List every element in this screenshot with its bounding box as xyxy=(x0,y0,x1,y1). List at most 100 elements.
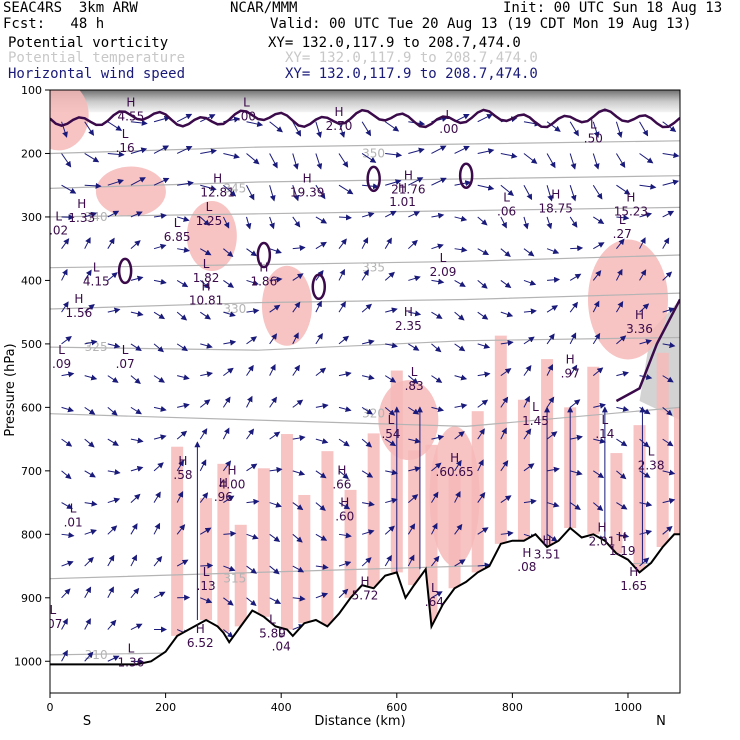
wind-arrow xyxy=(130,437,144,444)
pv-min-marker: L xyxy=(388,413,395,427)
wind-arrow xyxy=(107,342,121,349)
wind-arrow xyxy=(662,210,675,218)
wind-arrow xyxy=(639,438,650,448)
wind-arrow xyxy=(338,560,352,567)
wind-arrow xyxy=(338,184,354,195)
pv-extreme-value: .64 xyxy=(425,595,444,609)
wind-arrow xyxy=(223,280,235,288)
pv-min-marker: L xyxy=(203,565,210,579)
field-pv-name: Potential vorticity xyxy=(8,35,169,51)
wind-arrow xyxy=(408,466,421,473)
pv-extreme-value: .07 xyxy=(116,357,135,371)
wind-arrow xyxy=(292,399,304,408)
wind-arrow xyxy=(477,492,486,503)
wind-arrow xyxy=(454,491,461,503)
wind-arrow xyxy=(84,500,98,507)
wind-arrow xyxy=(153,311,166,320)
wind-arrow xyxy=(546,216,553,230)
wind-arrow xyxy=(176,113,193,123)
wind-arrow xyxy=(569,121,579,137)
wind-arrow xyxy=(454,523,463,535)
wind-arrow xyxy=(454,403,468,409)
wind-arrow xyxy=(546,153,556,169)
wind-arrow xyxy=(361,470,374,478)
pv-fill-column xyxy=(408,450,421,586)
pv-extreme-value: .54 xyxy=(381,427,400,441)
wind-arrow xyxy=(338,532,352,539)
wind-arrow xyxy=(84,529,97,535)
wind-arrow xyxy=(177,374,190,381)
wind-arrow xyxy=(223,184,237,197)
pv-extreme-value: 15.23 xyxy=(614,205,648,219)
wind-arrow xyxy=(176,430,188,440)
pv-extreme-value: .09 xyxy=(52,357,71,371)
wind-arrow xyxy=(362,500,375,507)
wind-arrow xyxy=(593,437,606,444)
wind-arrow xyxy=(153,462,164,472)
wind-arrow xyxy=(361,121,372,137)
wind-arrow xyxy=(477,343,491,349)
wind-arrow xyxy=(200,148,217,155)
pv-extreme-value: 5.72 xyxy=(352,589,379,603)
wind-arrow xyxy=(477,311,489,320)
pv-extreme-value: .97 xyxy=(561,366,580,380)
wind-arrow xyxy=(107,121,123,131)
wind-arrow xyxy=(592,502,604,511)
wind-arrow xyxy=(292,435,306,441)
pv-extreme-value: 2.70 xyxy=(326,119,353,133)
wind-arrow xyxy=(153,405,167,412)
wind-arrow xyxy=(615,121,623,138)
wind-arrow xyxy=(223,629,234,638)
wind-arrow xyxy=(130,147,148,154)
wind-arrow xyxy=(546,248,560,254)
wind-arrow xyxy=(431,212,445,219)
x-tick-label: 1000 xyxy=(614,701,642,714)
wind-arrow xyxy=(616,238,625,249)
pv-max-marker: H xyxy=(626,191,635,205)
wind-arrow xyxy=(662,237,670,249)
pv-fill-column xyxy=(425,444,438,627)
wind-arrow xyxy=(592,332,601,345)
wind-arrow xyxy=(338,214,352,221)
wind-arrow xyxy=(477,562,491,569)
wind-arrow xyxy=(153,145,170,154)
wind-arrow xyxy=(500,495,512,503)
wind-arrow xyxy=(546,305,559,313)
wind-arrow xyxy=(639,183,657,190)
wind-arrow xyxy=(500,311,514,318)
wind-arrow xyxy=(523,395,530,408)
stratosphere-shading xyxy=(50,90,680,113)
wind-arrow xyxy=(223,565,236,572)
wind-arrow xyxy=(662,406,673,416)
wind-arrow xyxy=(500,216,507,229)
wind-arrow xyxy=(569,399,581,408)
wind-arrow xyxy=(315,300,322,313)
pv-contour xyxy=(50,108,680,129)
wind-arrow xyxy=(431,311,443,319)
wind-arrow xyxy=(84,438,95,448)
wind-arrow xyxy=(477,371,491,378)
wind-arrow xyxy=(361,557,372,567)
wind-arrow xyxy=(384,525,395,535)
pv-contour-closed xyxy=(458,162,474,189)
wind-arrow xyxy=(315,438,329,444)
pv-fill-column xyxy=(448,474,461,589)
wind-arrow xyxy=(500,460,509,472)
wind-arrow xyxy=(361,339,375,346)
wind-arrow xyxy=(292,301,301,313)
wind-arrow xyxy=(176,279,189,288)
wind-arrow xyxy=(61,301,69,313)
wind-arrow xyxy=(61,406,75,413)
wind-arrow xyxy=(616,184,631,195)
wind-arrow xyxy=(639,529,653,536)
wind-arrow xyxy=(176,524,186,535)
north-label: N xyxy=(656,714,666,729)
wind-arrow xyxy=(639,470,651,478)
pv-extreme-value: 2.38 xyxy=(638,458,665,472)
x-axis-title: Distance (km) xyxy=(314,714,405,729)
pv-max-marker: H xyxy=(360,575,369,589)
wind-arrow xyxy=(153,243,167,250)
wind-arrow xyxy=(385,179,402,186)
pv-extreme-value: .60 xyxy=(335,509,354,523)
